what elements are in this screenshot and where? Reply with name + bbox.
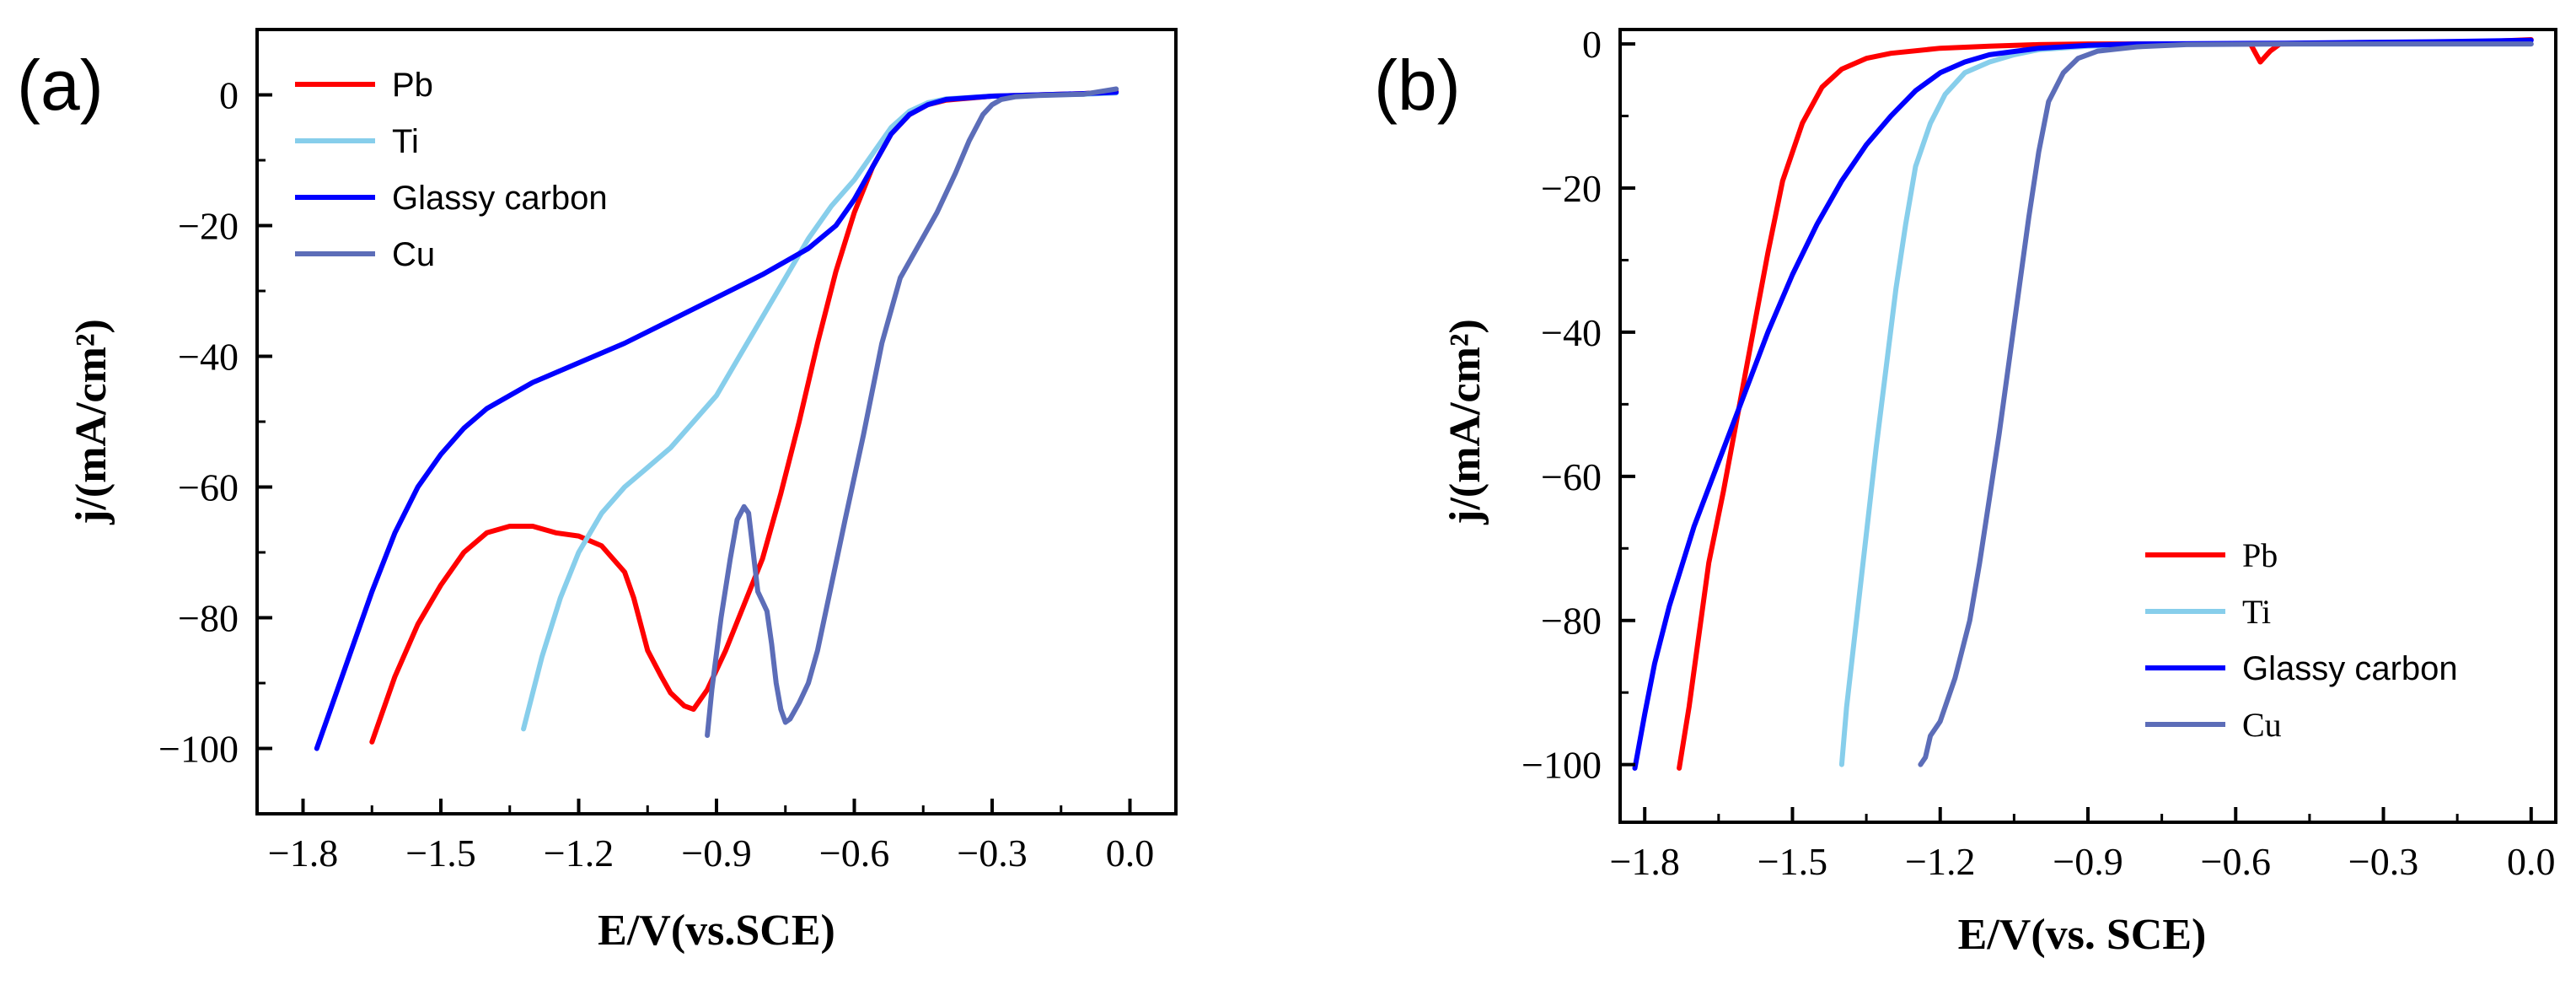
y-tick-label-a: −40 <box>178 336 239 379</box>
series-line-pb-b <box>1677 37 2534 771</box>
legend-label-cu-a: Cu <box>392 236 435 273</box>
legend-label-glassy-carbon-b: Glassy carbon <box>2242 650 2458 687</box>
legend-label-pb-b: Pb <box>2242 536 2278 574</box>
y-tick-label-a: 0 <box>219 74 239 117</box>
legend-label-glassy-carbon-a: Glassy carbon <box>392 180 608 217</box>
x-tick-label-b: −0.9 <box>2053 840 2123 883</box>
legend-label-ti-a: Ti <box>392 123 419 160</box>
y-tick-label-a: −80 <box>178 597 239 640</box>
y-tick-label-b: −60 <box>1541 455 1602 498</box>
y-tick-label-b: 0 <box>1582 23 1602 66</box>
legend-b: Pb Ti Glassy carbon Cu <box>2145 536 2458 744</box>
x-tick-label-a: −1.8 <box>268 832 338 875</box>
series-group-a <box>314 86 1119 751</box>
y-tick-label-b: −40 <box>1541 311 1602 354</box>
y-tick-label-b: −20 <box>1541 167 1602 210</box>
legend-a: Pb Ti Glassy carbon Cu <box>295 67 608 273</box>
x-axis-title-b: E/V(vs. SCE) <box>1958 911 2207 959</box>
y-axis-title-b: j/(mA/cm²) <box>1441 319 1489 525</box>
x-tick-label-b: −1.2 <box>1905 840 1975 883</box>
x-tick-label-a: −1.2 <box>544 832 614 875</box>
x-tick-label-a: −1.5 <box>405 832 475 875</box>
y-tick-label-b: −100 <box>1521 744 1602 787</box>
plot-frame-b <box>1618 28 2557 824</box>
series-line-glassy-carbon-a <box>314 89 1119 751</box>
x-tick-label-b: −0.3 <box>2348 840 2418 883</box>
panel-label-a: (a) <box>17 46 104 125</box>
y-tick-label-a: −20 <box>178 205 239 248</box>
series-line-cu-b <box>1918 41 2534 767</box>
y-tick-label-a: −60 <box>178 466 239 509</box>
x-tick-label-b: −1.8 <box>1609 840 1679 883</box>
y-axis-title-a: j/(mA/cm²) <box>67 319 115 525</box>
legend-label-pb-a: Pb <box>392 67 433 104</box>
series-group-b <box>1632 37 2534 771</box>
series-line-glassy-carbon-b <box>1632 37 2534 771</box>
legend-label-cu-b: Cu <box>2242 706 2282 744</box>
x-tick-label-b: −0.6 <box>2201 840 2271 883</box>
y-tick-label-b: −80 <box>1541 600 1602 643</box>
x-tick-label-a: −0.6 <box>819 832 889 875</box>
panel-label-b: (b) <box>1374 46 1461 125</box>
series-line-cu-a <box>705 86 1119 738</box>
x-tick-label-a: −0.3 <box>957 832 1027 875</box>
x-tick-label-b: 0.0 <box>2507 840 2556 883</box>
x-axis-title-a: E/V(vs.SCE) <box>598 907 835 955</box>
x-tick-label-a: −0.9 <box>681 832 751 875</box>
x-tick-label-b: −1.5 <box>1758 840 1827 883</box>
panel-b: −1.8 −1.5 −1.2 −0.9 −0.6 −0.3 0.0 0 −20 −40 −60 −80… <box>1374 23 2557 959</box>
panel-a: −1.8 −1.5 −1.2 −0.9 −0.6 −0.3 0.0 0 −20 −40 −60 −80… <box>17 28 1178 955</box>
legend-label-ti-b: Ti <box>2242 593 2271 631</box>
x-tick-label-a: 0.0 <box>1106 832 1155 875</box>
y-tick-label-a: −100 <box>158 728 239 771</box>
